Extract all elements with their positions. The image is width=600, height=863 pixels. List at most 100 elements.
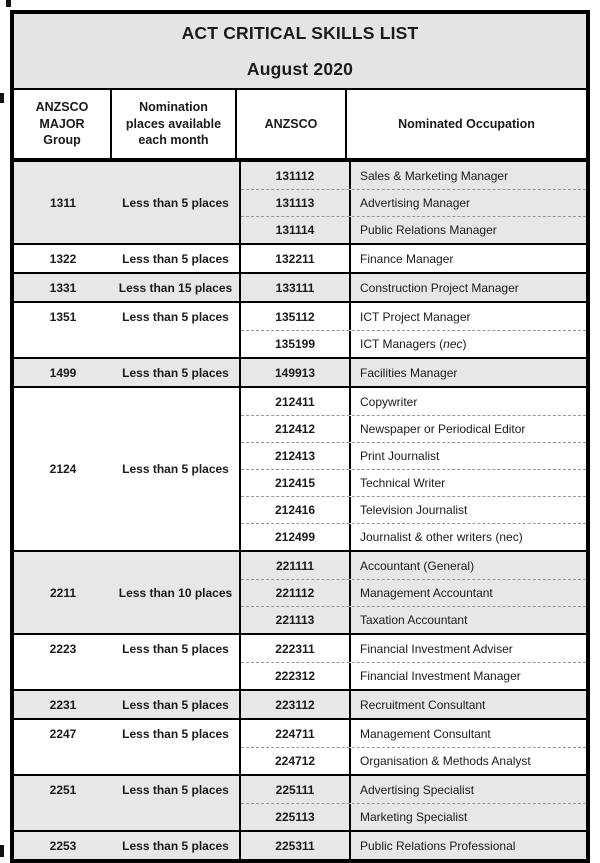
occupation-row: 133111 Construction Project Manager — [241, 274, 586, 301]
occupation-name: Television Journalist — [360, 503, 468, 517]
group-row-1322: 1322 Less than 5 places 132211 Finance Mana… — [14, 243, 586, 272]
scan-artifact — [0, 845, 4, 857]
occupation-name: Finance Manager — [360, 251, 454, 266]
occupation-rows: 133111 Construction Project Manager — [239, 274, 586, 301]
anzsco-code: 225111 — [241, 776, 351, 803]
occupation-name: Journalist & other writers (nec) — [360, 530, 523, 544]
group-cell: 2247 Less than 5 places — [14, 720, 239, 774]
table-body: 1311 Less than 5 places 131112 Sales & Mark… — [14, 162, 586, 859]
occupation-name: Accountant (General) — [360, 558, 475, 573]
occupation-name: Advertising Specialist — [360, 782, 475, 797]
group-row-2247: 2247 Less than 5 places 224711 Management C… — [14, 718, 586, 774]
nomination-places-label: Less than 5 places — [122, 641, 229, 656]
occupation-name: Financial Investment Adviser — [360, 641, 513, 656]
nomination-places-label: Less than 5 places — [122, 782, 229, 797]
nomination-places-label: Less than 5 places — [122, 365, 229, 380]
occupation-name: ICT Project Manager — [360, 309, 471, 324]
group-row-1351: 1351 Less than 5 places 135112 ICT Project … — [14, 301, 586, 357]
occupation-rows: 132211 Finance Manager — [239, 245, 586, 272]
table-title-block: ACT CRITICAL SKILLS LIST August 2020 — [14, 14, 586, 90]
occupation-row: 212411 Copywriter — [241, 388, 586, 415]
anzsco-major-group-code: 1499 — [49, 365, 77, 380]
group-row-2251: 2251 Less than 5 places 225111 Advertising … — [14, 774, 586, 830]
occupation-rows: 223112 Recruitment Consultant — [239, 691, 586, 718]
occupation-row: 223112 Recruitment Consultant — [241, 691, 586, 718]
occupation-name: Management Accountant — [360, 586, 493, 600]
group-cell: 2253 Less than 5 places — [14, 832, 239, 859]
occupation-row: 221113 Taxation Accountant — [241, 606, 586, 633]
anzsco-code: 221111 — [241, 552, 351, 579]
nomination-places-label: Less than 5 places — [122, 309, 229, 324]
anzsco-code: 131112 — [241, 162, 351, 189]
group-cell: 2223 Less than 5 places — [14, 635, 239, 689]
anzsco-code: 131113 — [241, 190, 351, 216]
occupation-row: 225113 Marketing Specialist — [241, 803, 586, 830]
nomination-places-label: Less than 15 places — [118, 280, 233, 295]
anzsco-code: 131114 — [241, 217, 351, 243]
nomination-places-label: Less than 10 places — [118, 585, 233, 600]
anzsco-code: 135112 — [241, 303, 351, 330]
occupation-name: Technical Writer — [360, 476, 446, 490]
occupation-name: Copywriter — [360, 394, 418, 409]
occupation-name: Financial Investment Manager — [360, 669, 521, 683]
occupation-row: 212499 Journalist & other writers (nec) — [241, 523, 586, 550]
occupation-name: Sales & Marketing Manager — [360, 168, 509, 183]
occupation-row: 212412 Newspaper or Periodical Editor — [241, 415, 586, 442]
anzsco-code: 149913 — [241, 359, 351, 386]
anzsco-code: 224711 — [241, 720, 351, 747]
column-header-anzsco-major-group: ANZSCO MAJOR Group — [14, 90, 112, 158]
group-row-2211: 2211 Less than 10 places 221111 Accountant … — [14, 550, 586, 633]
group-row-1331: 1331 Less than 15 places 133111 Constructio… — [14, 272, 586, 301]
anzsco-code: 225311 — [241, 832, 351, 859]
occupation-row: 212413 Print Journalist — [241, 442, 586, 469]
anzsco-major-group-code: 2231 — [49, 697, 77, 712]
occupation-rows: 212411 Copywriter 212412 Newspaper or Perio… — [239, 388, 586, 550]
group-row-2124: 2124 Less than 5 places 212411 Copywriter 21… — [14, 386, 586, 550]
anzsco-code: 225113 — [241, 804, 351, 830]
group-cell: 1351 Less than 5 places — [14, 303, 239, 357]
occupation-name: Advertising Manager — [360, 196, 471, 210]
occupation-name: Construction Project Manager — [360, 280, 519, 295]
occupation-row: 149913 Facilities Manager — [241, 359, 586, 386]
anzsco-code: 135199 — [241, 331, 351, 357]
nomination-places-label: Less than 5 places — [122, 838, 229, 853]
group-cell: 1499 Less than 5 places — [14, 359, 239, 386]
column-header-nominated-occupation: Nominated Occupation — [398, 116, 535, 131]
occupation-row: 222312 Financial Investment Manager — [241, 662, 586, 689]
occupation-name: Organisation & Methods Analyst — [360, 754, 531, 768]
anzsco-major-group-code: 1311 — [49, 195, 77, 210]
occupation-rows: 149913 Facilities Manager — [239, 359, 586, 386]
occupation-name: Print Journalist — [360, 449, 440, 463]
nomination-places-label: Less than 5 places — [122, 251, 229, 266]
page-subtitle-date: August 2020 — [246, 58, 354, 79]
occupation-name: Facilities Manager — [360, 365, 458, 380]
occupation-row: 212416 Television Journalist — [241, 496, 586, 523]
occupation-row: 221112 Management Accountant — [241, 579, 586, 606]
occupation-row: 221111 Accountant (General) — [241, 552, 586, 579]
column-header-nomination-places: Nomination places available each month — [112, 90, 237, 158]
anzsco-code: 223112 — [241, 691, 351, 718]
group-cell: 1322 Less than 5 places — [14, 245, 239, 272]
occupation-rows: 224711 Management Consultant 224712 Organis… — [239, 720, 586, 774]
group-cell: 2211 Less than 10 places — [14, 552, 239, 633]
group-cell: 2231 Less than 5 places — [14, 691, 239, 718]
anzsco-code: 222311 — [241, 635, 351, 662]
group-row-1311: 1311 Less than 5 places 131112 Sales & Mark… — [14, 162, 586, 243]
occupation-rows: 222311 Financial Investment Adviser 222312… — [239, 635, 586, 689]
occupation-row: 225111 Advertising Specialist — [241, 776, 586, 803]
occupation-name: Taxation Accountant — [360, 613, 468, 627]
nomination-places-label: Less than 5 places — [122, 462, 229, 476]
group-row-2223: 2223 Less than 5 places 222311 Financial In… — [14, 633, 586, 689]
occupation-row: 224712 Organisation & Methods Analyst — [241, 747, 586, 774]
anzsco-code: 212499 — [241, 524, 351, 550]
occupation-row: 131114 Public Relations Manager — [241, 216, 586, 243]
occupation-name: ICT Managers (nec) — [360, 337, 467, 351]
group-row-1499: 1499 Less than 5 places 149913 Facilities M… — [14, 357, 586, 386]
anzsco-code: 224712 — [241, 748, 351, 774]
occupation-row: 135112 ICT Project Manager — [241, 303, 586, 330]
occupation-name: Public Relations Manager — [360, 223, 497, 237]
occupation-row: 131112 Sales & Marketing Manager — [241, 162, 586, 189]
scan-artifact — [6, 0, 11, 7]
occupation-row: 131113 Advertising Manager — [241, 189, 586, 216]
group-row-2231: 2231 Less than 5 places 223112 Recruitment … — [14, 689, 586, 718]
